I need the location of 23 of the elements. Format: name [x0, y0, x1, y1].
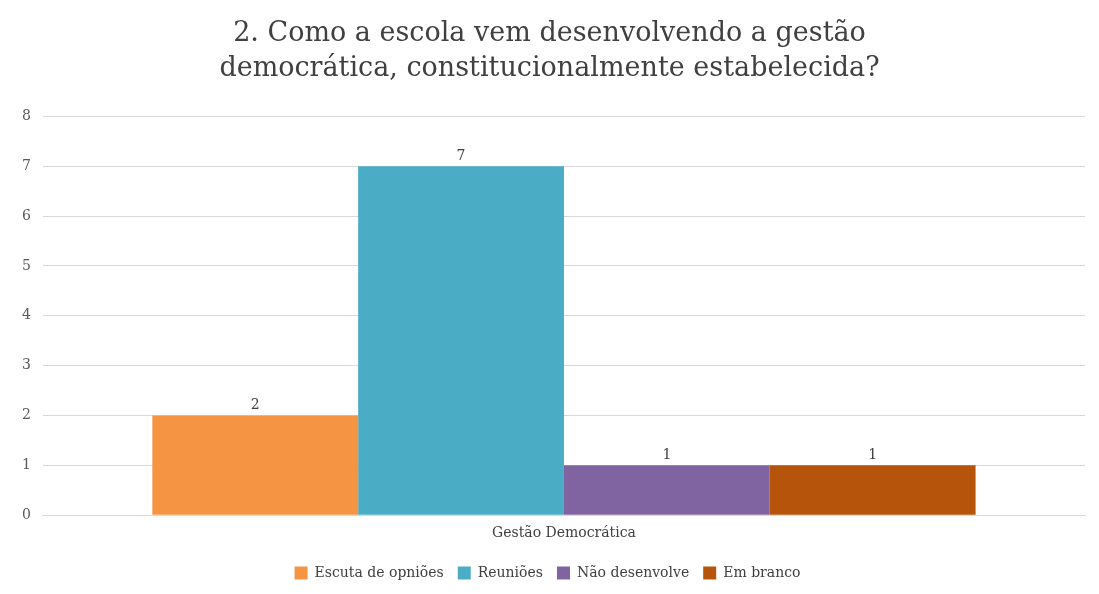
bar	[152, 415, 359, 515]
x-tick-label: Gestão Democrática	[492, 524, 636, 541]
legend-label: Em branco	[723, 563, 801, 580]
y-tick-label: 4	[21, 306, 31, 323]
y-tick-label: 1	[21, 455, 31, 472]
data-label: 7	[456, 146, 466, 163]
y-tick-label: 2	[21, 406, 31, 423]
bar	[563, 465, 770, 515]
legend-label: Reuniões	[477, 563, 543, 580]
bar	[769, 465, 976, 515]
data-label: 2	[250, 396, 260, 413]
legend-label: Não desenvolve	[576, 563, 690, 580]
y-tick-label: 3	[21, 356, 31, 373]
y-tick-label: 5	[21, 256, 31, 273]
y-tick-label: 6	[21, 206, 31, 223]
y-tick-label: 0	[21, 505, 31, 522]
legend-label: Escuta de opniões	[314, 563, 444, 580]
bar	[358, 166, 564, 515]
y-tick-label: 7	[21, 156, 31, 173]
data-label: 1	[662, 445, 672, 462]
chart-title: 2. Como a escola vem desenvolvendo a gestão democrática, constitucionalmente estabelecida?	[218, 15, 881, 84]
y-tick-label: 8	[21, 107, 31, 124]
data-label: 1	[868, 445, 878, 462]
